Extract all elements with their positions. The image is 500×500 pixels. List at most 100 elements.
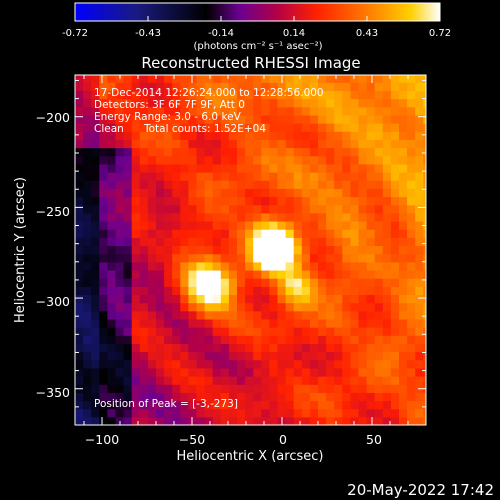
heatmap-cell	[204, 376, 214, 385]
heatmap-cell	[342, 261, 351, 271]
heatmap-cell	[164, 180, 173, 189]
heatmap-cell	[350, 245, 360, 255]
heatmap-cell	[309, 237, 319, 247]
heatmap-cell	[326, 180, 335, 189]
heatmap-cell	[423, 139, 426, 149]
heatmap-cell	[269, 220, 279, 230]
heatmap-cell	[228, 261, 238, 271]
heatmap-cell	[220, 335, 230, 344]
heatmap-cell	[172, 310, 181, 320]
heatmap-cell	[374, 327, 384, 336]
heatmap-cell	[131, 212, 141, 222]
heatmap-cell	[334, 98, 343, 108]
heatmap-cell	[269, 204, 279, 214]
heatmap-cell	[253, 220, 262, 230]
heatmap-cell	[196, 106, 206, 116]
heatmap-cell	[399, 302, 408, 312]
heatmap-cell	[139, 82, 149, 92]
heatmap-cell	[91, 384, 100, 393]
heatmap-cell	[350, 220, 360, 230]
heatmap-cell	[423, 82, 426, 92]
heatmap-cell	[301, 416, 311, 425]
heatmap-cell	[91, 172, 100, 181]
heatmap-cell	[139, 229, 149, 238]
heatmap-cell	[139, 139, 149, 149]
heatmap-cell	[309, 294, 319, 304]
heatmap-cell	[366, 408, 376, 418]
heatmap-cell	[139, 392, 149, 402]
heatmap-cell	[399, 114, 408, 124]
heatmap-cell	[342, 90, 351, 100]
colorbar-ticks	[74, 16, 441, 21]
heatmap-cell	[245, 237, 254, 247]
heatmap-cell	[358, 318, 368, 328]
heatmap-cell	[147, 286, 157, 296]
heatmap-cell	[75, 392, 84, 402]
heatmap-cell	[374, 392, 384, 402]
heatmap-cell	[75, 123, 84, 132]
heatmap-cell	[415, 212, 424, 222]
heatmap-cell	[115, 237, 125, 247]
heatmap-cell	[180, 155, 189, 165]
heatmap-cell	[115, 269, 125, 279]
heatmap-cell	[196, 416, 206, 425]
heatmap-cell	[399, 335, 408, 344]
heatmap-cell	[326, 343, 335, 353]
heatmap-cell	[277, 269, 287, 279]
heatmap-cell	[188, 294, 198, 304]
heatmap-cell	[123, 172, 133, 181]
heatmap-cell	[390, 82, 400, 92]
heatmap-cell	[334, 220, 343, 230]
heatmap-cell	[261, 98, 270, 108]
heatmap-cell	[75, 188, 84, 198]
heatmap-cell	[309, 302, 319, 312]
heatmap-cell	[196, 114, 206, 124]
heatmap-cell	[326, 359, 335, 369]
heatmap-cell	[204, 408, 214, 418]
heatmap-cell	[277, 335, 287, 344]
heatmap-cell	[196, 147, 206, 157]
heatmap-cell	[390, 376, 400, 385]
heatmap-cell	[107, 212, 117, 222]
heatmap-cell	[374, 114, 384, 124]
heatmap-cell	[326, 253, 335, 263]
heatmap-cell	[212, 302, 222, 312]
heatmap-cell	[212, 131, 222, 140]
heatmap-cell	[220, 310, 230, 320]
heatmap-cell	[261, 351, 270, 361]
heatmap-cell	[374, 188, 384, 198]
heatmap-cell	[188, 261, 198, 271]
heatmap-cell	[107, 302, 117, 312]
heatmap-cell	[220, 318, 230, 328]
heatmap-cell	[164, 351, 173, 361]
heatmap-cell	[318, 123, 327, 132]
heatmap-cell	[164, 131, 173, 140]
heatmap-cell	[277, 367, 287, 377]
heatmap-cell	[261, 212, 270, 222]
heatmap-cell	[131, 294, 141, 304]
heatmap-cell	[188, 376, 198, 385]
heatmap-cell	[423, 229, 426, 238]
heatmap-cell	[382, 384, 392, 393]
heatmap-cell	[188, 172, 198, 181]
heatmap-cell	[220, 400, 230, 410]
heatmap-cell	[253, 131, 262, 140]
heatmap-cell	[123, 392, 133, 402]
heatmap-cell	[107, 147, 117, 157]
heatmap-cell	[91, 245, 100, 255]
heatmap-cell	[156, 343, 165, 353]
heatmap-cell	[309, 90, 319, 100]
heatmap-cell	[204, 204, 214, 214]
heatmap-cell	[245, 139, 254, 149]
heatmap-cell	[237, 286, 246, 296]
heatmap-cell	[269, 253, 279, 263]
heatmap-cell	[318, 294, 327, 304]
heatmap-cell	[180, 139, 189, 149]
heatmap-cell	[407, 278, 416, 287]
heatmap-cell	[245, 98, 254, 108]
heatmap-cell	[285, 400, 295, 410]
heatmap-cell	[220, 196, 230, 206]
heatmap-cell	[407, 220, 416, 230]
heatmap-cell	[83, 384, 92, 393]
heatmap-cell	[293, 106, 303, 116]
